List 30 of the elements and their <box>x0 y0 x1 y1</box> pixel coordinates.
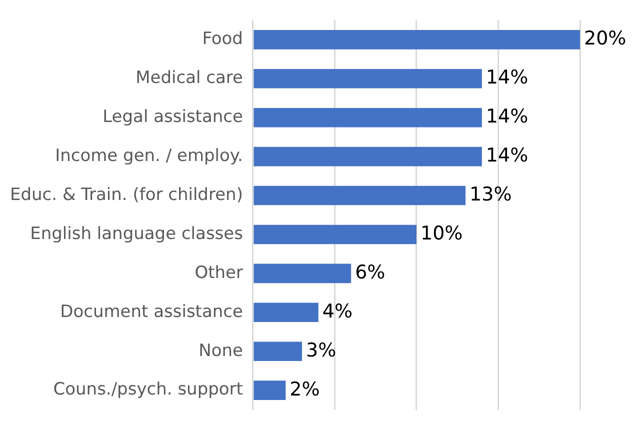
y-tick-label: Medical care <box>136 68 243 88</box>
bar <box>254 264 352 284</box>
bar <box>254 108 482 128</box>
y-tick-label: Couns./psych. support <box>53 380 244 400</box>
y-tick-label: Food <box>202 29 243 50</box>
data-label: 10% <box>420 222 463 244</box>
data-label: 6% <box>355 261 386 284</box>
y-tick-label: Other <box>194 262 243 283</box>
data-label: 13% <box>470 183 512 206</box>
data-label: 14% <box>486 144 528 166</box>
bar <box>254 380 286 400</box>
y-tick-label: Legal assistance <box>102 107 243 128</box>
bar <box>254 342 302 362</box>
y-tick-label: Educ. & Train. (for children) <box>10 184 243 205</box>
data-label: 14% <box>486 106 528 128</box>
bar <box>254 30 580 50</box>
y-tick-label: English language classes <box>30 224 244 244</box>
bar <box>254 302 318 322</box>
y-tick-label: Income gen. / employ. <box>55 146 243 166</box>
data-label: 4% <box>322 300 353 322</box>
data-label: 3% <box>306 339 336 362</box>
bar <box>254 224 416 244</box>
y-tick-label: Document assistance <box>60 302 243 322</box>
data-label: 14% <box>486 66 528 89</box>
data-label: 2% <box>290 378 320 400</box>
bar <box>254 69 482 88</box>
y-tick-label: None <box>198 340 243 361</box>
bar <box>254 146 482 166</box>
data-label: 20% <box>584 28 626 50</box>
bar <box>254 186 466 206</box>
